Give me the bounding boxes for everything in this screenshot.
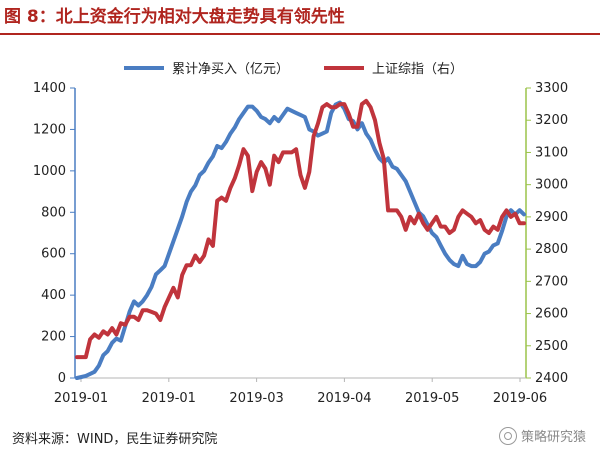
right-tick-label: 3200 [535,113,568,128]
title-rule [0,33,600,35]
left-tick-label: 1400 [33,81,66,96]
x-tick-label: 2019-04 [317,391,371,406]
right-tick-label: 2500 [535,339,568,354]
source-note: 资料来源：WIND，民生证券研究院 [12,432,218,447]
right-tick-label: 3100 [535,145,568,160]
left-tick-label: 400 [41,288,66,303]
legend-net-buy-label: 累计净买入（亿元） [172,62,289,77]
series-line-net-buy [75,100,526,380]
right-tick-label: 3000 [535,178,568,193]
watermark: 策略研究猿 [498,426,586,445]
left-tick-label: 0 [58,371,66,386]
x-tick-label: 2019-01 [142,391,196,406]
watermark-text: 策略研究猿 [520,430,586,445]
chart: 0 200 400 600 800 1000 1200 1400 2400 2500 2600 270… [33,62,568,406]
x-tick-label: 2019-01 [54,391,108,406]
left-tick-label: 600 [41,247,66,262]
wechat-icon [498,426,517,445]
x-tick-label: 2019-05 [405,391,459,406]
right-tick-label: 2800 [535,242,568,257]
legend-sse-index-label: 上证综指（右） [372,62,463,77]
right-tick-label: 2600 [535,307,568,322]
right-tick-label: 2700 [535,274,568,289]
right-tick-label: 3300 [535,81,568,96]
right-tick-label: 2400 [535,371,568,386]
left-tick-label: 1200 [33,122,66,137]
left-tick-label: 200 [41,330,66,345]
figure-title: 图 8：北上资金行为相对大盘走势具有领先性 [4,7,345,27]
right-tick-label: 2900 [535,210,568,225]
left-tick-label: 800 [41,205,66,220]
left-tick-label: 1000 [33,164,66,179]
series-line-sse-index [75,98,526,360]
x-tick-label: 2019-03 [229,391,283,406]
x-tick-label: 2019-06 [493,391,547,406]
